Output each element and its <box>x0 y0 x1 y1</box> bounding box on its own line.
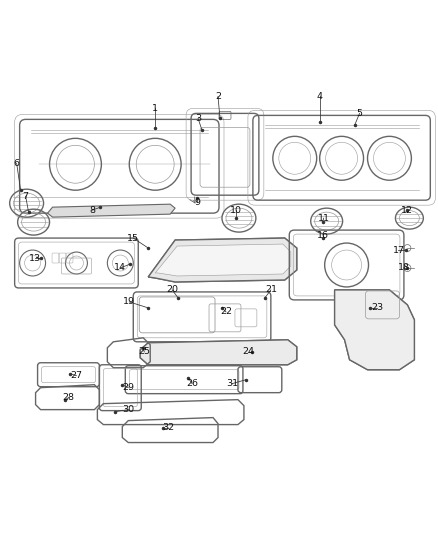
Text: 19: 19 <box>123 297 135 306</box>
Text: 21: 21 <box>265 286 277 294</box>
Polygon shape <box>155 244 291 276</box>
Text: 6: 6 <box>14 159 20 168</box>
Text: 31: 31 <box>226 379 238 388</box>
Polygon shape <box>140 340 297 365</box>
Bar <box>355 330 399 362</box>
Text: 29: 29 <box>122 383 134 392</box>
Text: 3: 3 <box>195 114 201 123</box>
Text: 24: 24 <box>242 348 254 356</box>
Polygon shape <box>335 290 414 370</box>
Text: 18: 18 <box>399 263 410 272</box>
Text: 26: 26 <box>186 379 198 388</box>
Text: 32: 32 <box>162 423 174 432</box>
Text: 10: 10 <box>230 206 242 215</box>
Text: 20: 20 <box>166 286 178 294</box>
Text: 9: 9 <box>194 198 200 207</box>
Polygon shape <box>148 238 297 282</box>
Text: 27: 27 <box>71 371 82 380</box>
Text: 12: 12 <box>401 206 413 215</box>
Text: 22: 22 <box>220 308 232 317</box>
Text: 7: 7 <box>23 192 28 201</box>
Text: 14: 14 <box>114 263 126 272</box>
Text: 11: 11 <box>318 214 330 223</box>
Text: 2: 2 <box>215 92 221 101</box>
Text: 15: 15 <box>127 233 139 243</box>
Text: 4: 4 <box>317 92 323 101</box>
Text: 17: 17 <box>392 246 404 255</box>
Text: 23: 23 <box>371 303 384 312</box>
Text: 8: 8 <box>89 206 95 215</box>
Text: 25: 25 <box>138 348 150 356</box>
Text: 1: 1 <box>152 104 158 113</box>
Text: 16: 16 <box>317 231 328 239</box>
Polygon shape <box>48 204 175 217</box>
Text: 5: 5 <box>357 109 363 118</box>
Text: 30: 30 <box>122 405 134 414</box>
Text: 13: 13 <box>28 254 41 263</box>
Text: 28: 28 <box>63 393 74 402</box>
